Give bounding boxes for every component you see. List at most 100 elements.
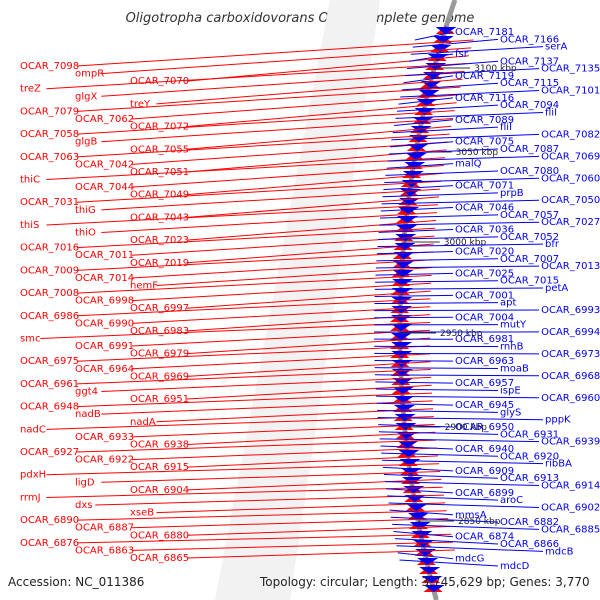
gene-label-right: OCAR_7080	[500, 166, 559, 177]
label-connector-left	[156, 502, 446, 514]
label-connector-right	[374, 309, 540, 312]
label-connector-left	[131, 518, 449, 529]
reverse-cds	[391, 351, 413, 358]
label-connector-left	[76, 439, 437, 453]
label-connector-right	[382, 459, 544, 465]
reverse-cds	[391, 342, 413, 349]
label-connector-left	[186, 478, 442, 491]
label-connector-right	[379, 214, 499, 219]
gene-label-right: OCAR_6914	[541, 481, 600, 492]
reverse-cds	[421, 576, 443, 583]
label-connector-right	[391, 133, 540, 141]
gene-label-left: OCAR_6865	[130, 553, 189, 564]
gene-label-right: OCAR_7082	[541, 129, 600, 140]
gene-label-right: OCAR_7069	[541, 151, 600, 162]
label-connector-left	[46, 157, 446, 181]
label-connector-right	[410, 46, 544, 55]
label-connector-left	[131, 282, 432, 302]
label-connector-left	[186, 243, 434, 264]
gene-label-right: OCAR_7094	[500, 100, 559, 111]
label-connector-right	[375, 265, 540, 269]
gene-label-right: OCAR_7115	[500, 78, 559, 89]
reverse-cds	[435, 27, 457, 34]
gene-label-left: OCAR_6969	[130, 371, 189, 382]
gene-label-right: aroC	[500, 495, 523, 506]
gene-label-right: OCAR_6909	[455, 466, 514, 477]
gene-label-right: OCAR_6882	[500, 517, 559, 528]
gene-label-right: glyS	[500, 407, 521, 418]
gene-label-left: OCAR_6983	[130, 326, 189, 337]
gene-label-left: OCAR_6991	[75, 341, 134, 352]
gene-label-left: hemF	[130, 281, 158, 292]
gene-label-right: OCAR_7004	[455, 312, 514, 323]
reverse-cds	[418, 90, 440, 97]
gene-label-right: OCAR_7057	[500, 210, 559, 221]
label-connector-right	[390, 516, 499, 523]
label-connector-left	[76, 227, 436, 249]
gene-label-right: OCAR_6913	[500, 473, 559, 484]
reverse-cds	[430, 45, 452, 52]
label-connector-right	[381, 199, 540, 205]
gene-label-left: OCAR_6927	[20, 447, 79, 458]
gene-label-left: pdxH	[20, 470, 46, 481]
label-connector-left	[131, 353, 431, 370]
gene-label-right: OCAR_6920	[500, 451, 559, 462]
label-connector-right	[403, 75, 454, 84]
label-connector-left	[186, 455, 439, 468]
gene-label-left: OCAR_7062	[75, 114, 134, 125]
reverse-cds	[391, 288, 413, 295]
gene-label-right: malQ	[455, 159, 482, 170]
label-connector-left	[131, 423, 435, 438]
gene-label-right: OCAR_7020	[455, 246, 514, 257]
gene-label-right: OCAR_6957	[455, 378, 514, 389]
gene-label-left: OCAR_7055	[130, 144, 189, 155]
label-connector-right	[377, 409, 499, 413]
reverse-cds	[407, 144, 429, 151]
label-connector-left	[156, 267, 433, 287]
gene-label-right: bfr	[545, 239, 560, 250]
kbp-tick-label: 3000 kbp	[444, 238, 487, 248]
label-connector-right	[376, 258, 499, 262]
label-connector-right	[394, 538, 499, 545]
label-connector-left	[131, 165, 444, 188]
gene-label-left: OCAR_7031	[20, 197, 79, 208]
label-connector-right	[394, 119, 454, 126]
label-connector-left	[186, 431, 436, 445]
gene-label-left: OCAR_6979	[130, 349, 189, 360]
kbp-tick-label: 2850 kbp	[458, 517, 501, 527]
label-connector-left	[101, 70, 465, 97]
gene-label-left: OCAR_6887	[75, 523, 134, 534]
label-connector-left	[101, 471, 441, 483]
label-connector-left	[186, 172, 443, 196]
gene-label-left: OCAR_7011	[75, 250, 134, 261]
label-connector-right	[393, 531, 454, 538]
gene-label-left: OCAR_7070	[130, 76, 189, 87]
label-connector-right	[376, 250, 454, 255]
gene-label-left: treY	[130, 99, 151, 110]
gene-label-left: OCAR_7042	[75, 159, 134, 170]
label-connector-right	[399, 559, 499, 567]
label-connector-left	[76, 251, 434, 271]
gene-label-right: OCAR_6993	[541, 305, 600, 316]
gene-label-right: pppK	[545, 415, 571, 426]
label-connector-left	[131, 94, 459, 120]
gene-label-left: OCAR_6948	[20, 402, 79, 413]
gene-label-right: OCAR_7060	[541, 173, 600, 184]
gene-label-left: OCAR_6951	[130, 394, 189, 405]
reverse-cds	[397, 441, 419, 448]
label-connector-left	[76, 298, 431, 317]
label-connector-left	[76, 110, 455, 135]
reverse-cds	[391, 324, 413, 331]
label-connector-right	[398, 97, 454, 105]
label-connector-left	[76, 369, 431, 385]
topology-text: Topology: circular; Length: 3,745,629 bp…	[259, 575, 590, 589]
right-gene-labels: OCAR_7181OCAR_7166serAfsrOCAR_7137OCAR_7…	[455, 27, 600, 572]
label-connector-left	[186, 55, 469, 82]
gene-label-left: OCAR_7051	[130, 167, 189, 178]
reverse-cds	[391, 333, 413, 340]
gene-label-right: OCAR_7025	[455, 268, 514, 279]
reverse-cds	[423, 585, 445, 592]
reverse-cds	[410, 126, 432, 133]
gene-label-right: fsr	[455, 49, 469, 60]
